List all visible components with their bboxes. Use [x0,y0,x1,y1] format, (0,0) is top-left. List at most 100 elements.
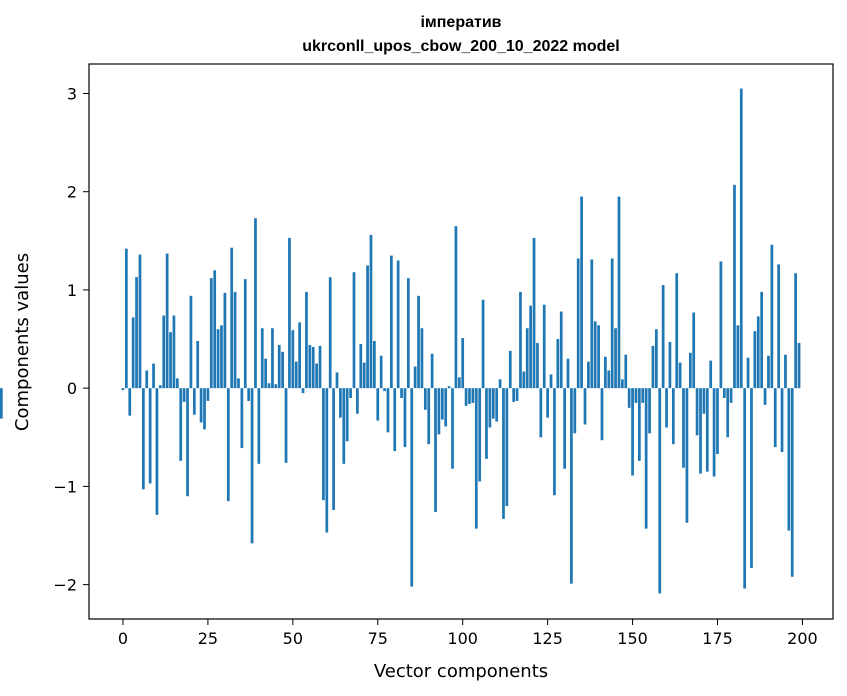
bar-component-12 [162,315,166,389]
bar-component-80 [393,388,397,452]
bar-component-122 [536,342,539,389]
bar-component-34 [237,378,240,389]
bar-component-173 [709,360,713,389]
bar-component-62 [332,388,335,510]
bar-component-117 [519,291,522,389]
bar-component-180 [733,184,736,389]
bar-component-189 [763,388,767,405]
bar-component-7 [145,370,149,389]
bar-component-13 [165,253,169,389]
bar-component-112 [502,388,505,519]
bar-component-146 [617,196,621,389]
bar-component-78 [386,388,390,433]
bar-component-154 [644,388,648,529]
bar-component-51 [294,361,298,389]
bar-component-151 [634,388,638,403]
bar-component-136 [583,388,587,425]
bar-component-114 [508,350,512,389]
bar-component-106 [481,299,485,389]
bar-component-97 [451,388,454,469]
bar-component-84 [406,278,410,389]
bar-component-195 [784,354,787,389]
bar-component-143 [607,370,611,389]
bar-component-8 [148,388,152,484]
bar-component-171 [702,388,706,414]
bar-component-115 [512,388,516,402]
bar-component-92 [434,388,437,512]
bar-component-57 [315,363,318,389]
bar-component-91 [430,353,434,389]
bar-component-177 [722,388,726,398]
bar-component-153 [641,388,645,403]
bar-component-169 [695,388,699,436]
bar-component-67 [349,388,352,398]
bar-component-118 [522,371,526,389]
bar-component-96 [447,386,451,389]
bar-component-65 [342,388,346,464]
bar-component-179 [729,388,733,403]
bar-component-39 [254,218,257,389]
bar-component-95 [444,388,448,427]
bar-component-194 [780,388,784,453]
bar-component-11 [158,385,162,389]
bar-component-24 [203,388,206,430]
bar-component-87 [417,295,420,389]
bar-component-25 [206,388,210,401]
bar-component-145 [614,328,617,389]
chart-title-line2: ukrconll_upos_cbow_200_10_2022 model [302,38,619,55]
bar-component-43 [267,383,271,389]
bar-component-124 [542,304,546,389]
bar-component-14 [169,332,172,389]
bar-component-17 [179,388,183,461]
x-tick-label: 50 [283,629,303,648]
bar-component-59 [322,388,325,501]
bar-component-40 [257,388,261,464]
bar-component-55 [308,344,312,389]
bar-component-9 [152,363,155,389]
bar-component-53 [301,388,305,394]
bar-component-41 [260,328,264,389]
x-tick-label: 25 [198,629,218,648]
bar-component-191 [770,244,774,389]
bar-component-85 [410,388,414,587]
bar-component-129 [559,311,563,389]
bar-component-110 [495,388,499,422]
bar-component-187 [756,316,760,389]
bar-component-168 [692,312,696,389]
bar-component-103 [471,388,475,403]
bar-component-150 [631,388,634,476]
bar-component-38 [250,388,254,544]
bar-component-23 [199,388,203,423]
bar-component-107 [485,388,488,459]
bar-component-178 [726,388,730,438]
bar-component-61 [328,277,332,389]
bar-component-2 [128,388,132,416]
x-tick-label: 150 [617,629,648,648]
chart-title-line1: імператив [420,14,501,31]
bar-component-183 [743,388,747,589]
bar-component-20 [189,295,193,389]
bar-component-22 [196,341,200,389]
bar-component-132 [570,388,573,584]
bar-component-105 [478,388,482,482]
bar-component-99 [457,377,461,389]
bar-component-198 [794,273,797,389]
bar-component-121 [532,237,536,389]
bar-component-73 [369,234,373,389]
bar-component-35 [240,388,244,449]
bar-component-123 [539,388,543,438]
bar-component-93 [437,388,441,435]
bar-component-165 [682,388,685,468]
bar-component-109 [491,388,495,419]
bar-component-186 [753,331,757,389]
y-tick-label: 3 [67,84,77,103]
bar-component-113 [505,388,509,507]
bar-component-156 [651,345,655,389]
bar-component-190 [767,355,770,389]
bar-component-74 [373,341,376,389]
bar-component-69 [356,388,359,414]
bar-component-137 [587,361,590,389]
x-axis-ticks: 0 25 50 75 100 125 150 175 200 [118,619,818,648]
bar-component-100 [461,338,465,389]
